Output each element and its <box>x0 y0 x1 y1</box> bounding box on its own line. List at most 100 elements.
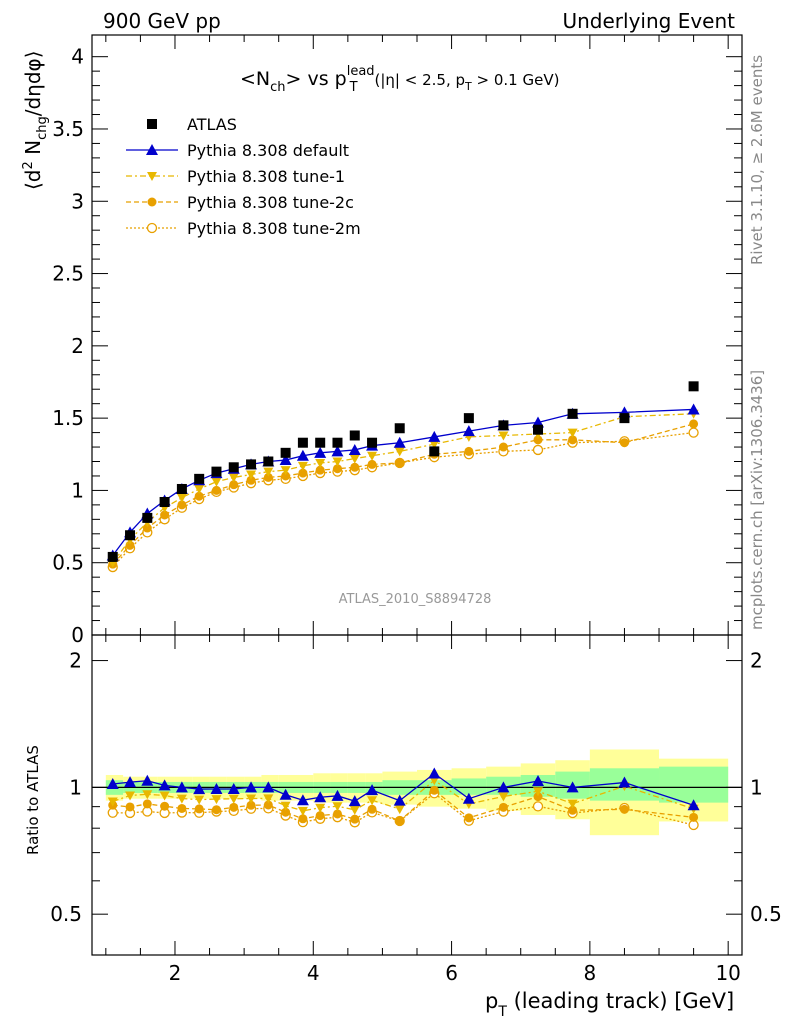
data-point <box>246 459 257 470</box>
mc-point <box>567 428 578 438</box>
mc-point <box>464 446 474 456</box>
mc-point <box>246 470 257 480</box>
legend-label: ATLAS <box>187 115 237 134</box>
ratio-point <box>211 795 222 805</box>
y-tick-label: 0 <box>71 623 84 647</box>
y-tick-label: 3 <box>71 189 84 213</box>
ratio-series-1 <box>106 767 700 811</box>
mc-point <box>367 451 378 461</box>
mc-point <box>194 491 204 501</box>
ratio-point <box>263 794 274 804</box>
mc-point <box>263 467 274 477</box>
ratio-point <box>619 804 629 814</box>
x-tick-label: 8 <box>584 961 597 985</box>
ratio-point <box>332 809 342 819</box>
analysis-id-label: ATLAS_2010_S8894728 <box>339 592 492 607</box>
data-point <box>315 437 326 448</box>
mc-point <box>177 500 187 510</box>
ratio-point <box>394 805 405 815</box>
mc-point <box>314 446 327 458</box>
x-tick-label: 10 <box>715 961 740 985</box>
ratio-point <box>532 775 545 787</box>
legend-marker <box>147 197 157 207</box>
data-series <box>106 381 700 573</box>
data-point <box>176 483 187 494</box>
axes: 2 4 6 8 10 0 0.5 1 1.5 2 2.5 3 3.5 4 0.5 0.5 1 1 2 2 <box>50 34 782 985</box>
ratio-point <box>106 778 119 790</box>
mc-point <box>394 447 405 457</box>
mc-point <box>142 523 152 533</box>
legend-marker <box>147 119 157 129</box>
mc-point <box>297 461 308 471</box>
legend-label: Pythia 8.308 tune-2m <box>187 219 361 238</box>
mc-point <box>246 475 256 485</box>
data-point <box>263 456 274 467</box>
ratio-point <box>498 792 509 802</box>
ratio-point <box>158 779 171 791</box>
energy-label: 900 GeV pp <box>103 9 221 33</box>
mc-point <box>298 468 308 478</box>
mc-point <box>350 462 360 472</box>
mc-point <box>619 438 629 448</box>
process-label: Underlying Event <box>562 9 735 33</box>
legend-marker <box>147 172 157 181</box>
legend-label: Pythia 8.308 default <box>187 141 349 160</box>
ratio-point <box>366 784 379 796</box>
mc-point <box>395 458 405 468</box>
inner-band-bin <box>659 766 729 803</box>
ratio-point <box>393 794 406 806</box>
ratio-tick-label-right: 2 <box>750 649 763 673</box>
rivet-version-label: Rivet 3.1.10, ≥ 2.6M events <box>748 55 766 265</box>
data-point <box>194 473 205 484</box>
ratio-point <box>125 791 136 801</box>
mc-point <box>228 473 239 483</box>
mc-point <box>315 465 325 475</box>
ratio-point <box>367 804 377 814</box>
ratio-point <box>142 790 153 800</box>
data-point <box>429 446 440 457</box>
mc-point <box>498 442 508 452</box>
ratio-point <box>348 795 361 807</box>
ratio-point <box>177 803 187 813</box>
data-point <box>463 413 474 424</box>
ratio-point <box>618 776 631 788</box>
svg-text:pT (leading track) [GeV]: pT (leading track) [GeV] <box>485 989 734 1020</box>
legend-marker <box>146 144 158 155</box>
ratio-y-axis-label: Ratio to ATLAS <box>24 745 42 855</box>
mc-point <box>349 454 360 464</box>
mc-point <box>211 485 221 495</box>
data-point <box>498 420 509 431</box>
y-tick-label: 4 <box>71 45 84 69</box>
data-point <box>394 423 405 434</box>
ratio-point <box>280 801 291 811</box>
y-tick-label: 3.5 <box>52 117 84 141</box>
ratio-point <box>141 774 154 786</box>
data-point <box>367 437 378 448</box>
data-point <box>211 466 222 477</box>
data-point <box>142 512 153 523</box>
series-line <box>112 431 694 568</box>
svg-text:⟨d2 Nchg/dηdφ⟩: ⟨d2 Nchg/dηdφ⟩ <box>21 50 50 190</box>
mc-point <box>281 471 291 481</box>
x-axis-label: pT (leading track) [GeV] <box>485 989 734 1020</box>
data-point <box>567 408 578 419</box>
y-tick-label: 0.5 <box>52 551 84 575</box>
ratio-point <box>246 800 256 810</box>
ratio-point <box>567 799 578 809</box>
data-point <box>688 381 699 392</box>
ratio-point <box>315 803 326 813</box>
ratio-point <box>210 782 223 794</box>
ratio-point <box>194 804 204 814</box>
ratio-point <box>429 785 439 795</box>
ratio-point <box>395 816 405 826</box>
y-tick-label: 1 <box>71 478 84 502</box>
mc-point <box>428 430 441 442</box>
ratio-point <box>350 814 360 824</box>
ratio-tick-label: 2 <box>69 649 82 673</box>
ratio-point <box>688 819 699 831</box>
mc-point <box>533 435 543 445</box>
inner-band-bin <box>451 778 487 795</box>
ratio-point <box>687 799 700 811</box>
